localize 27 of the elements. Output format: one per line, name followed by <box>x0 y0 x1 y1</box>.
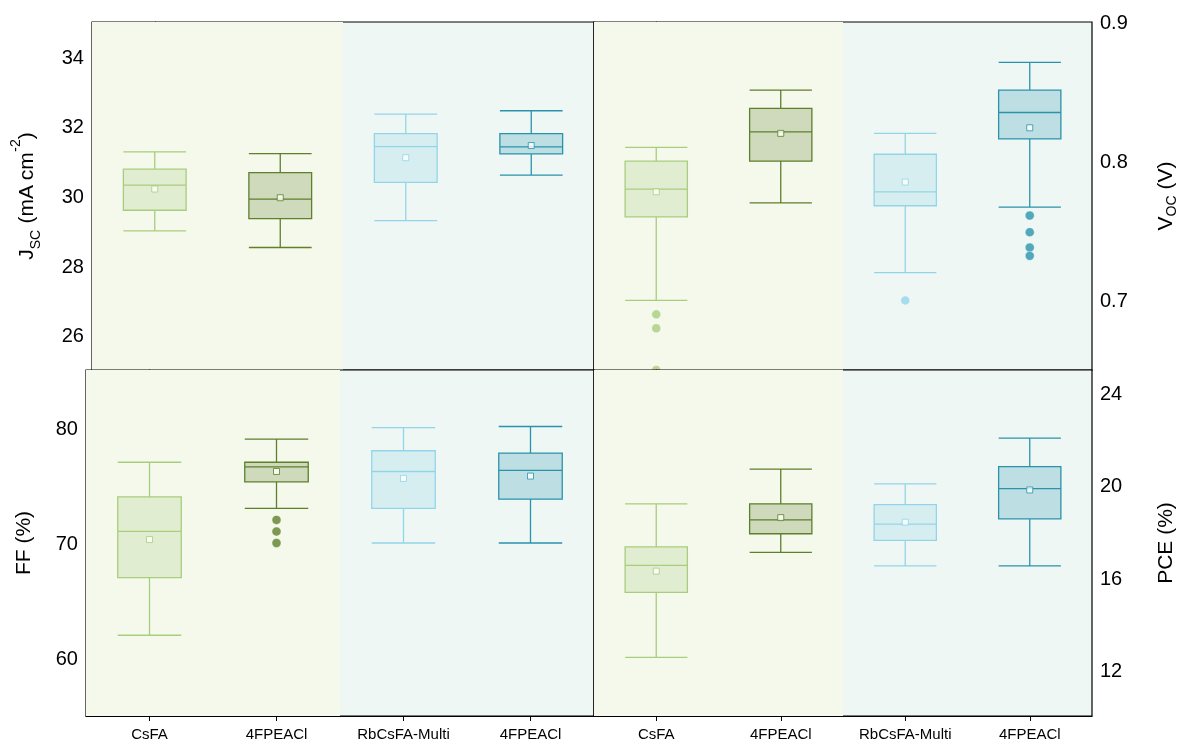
y-axis-title: FF (%) <box>10 510 34 576</box>
y-tick-label: 34 <box>61 45 84 68</box>
y-tick-label: 80 <box>55 416 78 439</box>
x-tick-label: CsFA <box>637 725 675 742</box>
y-tick-label: 32 <box>61 115 84 138</box>
y-tick-label: 0.8 <box>1100 150 1128 173</box>
y-tick-label: 16 <box>1100 566 1123 589</box>
y-axis-title: JSC (mA cm-2) <box>7 132 43 260</box>
y-tick-label: 24 <box>1100 382 1123 405</box>
y-tick-label: 20 <box>1100 474 1123 497</box>
y-axis-title: PCE (%) <box>1152 502 1176 584</box>
x-tick-label: RbCsFA-Multi <box>858 725 952 742</box>
y-tick-label: 30 <box>61 185 84 207</box>
y-axis-title: VOC (V) <box>1152 161 1179 231</box>
y-tick-label: 60 <box>55 647 78 670</box>
x-tick-label: 4FPEACl <box>998 725 1061 742</box>
y-tick-label: 0.7 <box>1100 289 1128 312</box>
y-tick-label: 12 <box>1100 658 1123 681</box>
x-tick-label: RbCsFA-Multi <box>357 725 450 742</box>
x-tick-label: 4FPEACl <box>245 725 308 742</box>
y-tick-label: 28 <box>61 254 84 277</box>
x-tick-label: 4FPEACl <box>499 725 562 742</box>
x-tick-label: CsFA <box>131 725 168 742</box>
y-tick-label: 70 <box>55 532 78 554</box>
x-tick-label: 4FPEACl <box>749 725 812 742</box>
y-tick-label: 0.9 <box>1100 11 1128 33</box>
y-tick-label: 26 <box>61 324 84 347</box>
